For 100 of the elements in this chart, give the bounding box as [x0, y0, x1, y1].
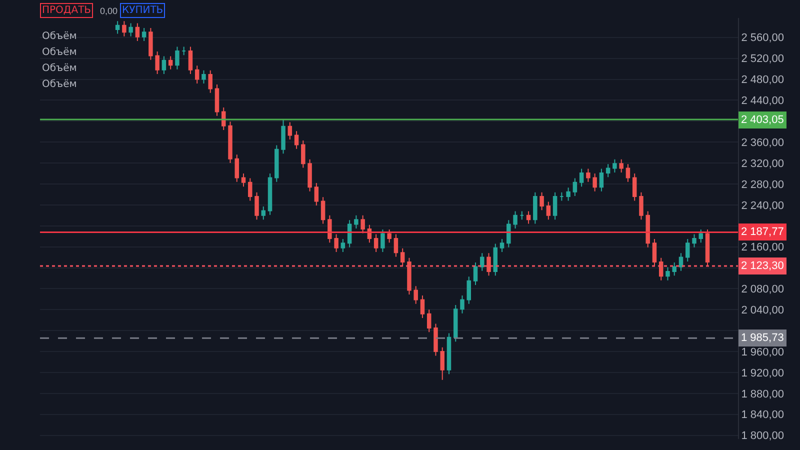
- candlestick: [486, 252, 491, 276]
- y-tick-label: 1 880,00: [741, 388, 784, 400]
- candlestick: [234, 154, 239, 182]
- candlestick: [128, 22, 133, 37]
- candlestick: [122, 20, 126, 37]
- candlestick: [500, 238, 504, 253]
- candlestick: [334, 234, 338, 253]
- candlestick: [221, 107, 226, 131]
- candlestick: [202, 70, 206, 84]
- candlestick: [560, 192, 564, 202]
- candlestick: [194, 65, 200, 84]
- candlestick: [466, 276, 471, 304]
- candlestick: [400, 248, 405, 267]
- candlestick: [453, 304, 458, 342]
- text: КУПИТЬ: [122, 5, 164, 16]
- candlestick: [705, 229, 710, 267]
- ref-line-label: 2 403,05: [741, 114, 784, 126]
- y-tick-label: 2 160,00: [741, 242, 784, 254]
- candlestick: [632, 173, 637, 202]
- candlestick: [387, 229, 392, 244]
- candlestick: [354, 214, 358, 229]
- candlestick: [612, 158, 617, 173]
- candlestick: [340, 238, 346, 253]
- candlestick: [460, 295, 464, 314]
- ref-line-label: 2 123,30: [741, 260, 784, 272]
- text: 0,00: [100, 6, 118, 16]
- candlestick: [301, 140, 306, 168]
- candlestick: [248, 178, 252, 202]
- candlestick: [380, 229, 385, 253]
- text: Объём: [42, 79, 77, 90]
- candlestick: [639, 192, 644, 220]
- candlestick: [182, 46, 186, 56]
- candlestick: [526, 210, 531, 224]
- y-tick-label: 2 280,00: [741, 178, 784, 191]
- text: Объём: [42, 31, 77, 42]
- candlestick: [646, 210, 650, 248]
- candlestick: [274, 144, 279, 182]
- candlestick: [168, 56, 173, 70]
- candlestick: [606, 164, 610, 178]
- candlestick: [672, 262, 676, 276]
- text: ПРОДАТЬ: [42, 5, 92, 16]
- candlestick: [434, 323, 438, 356]
- candlestick: [626, 164, 630, 182]
- candlestick: [288, 122, 292, 140]
- candlestick: [208, 70, 212, 94]
- candlestick: [652, 238, 657, 267]
- candlestick: [254, 192, 259, 220]
- candlestick: [135, 22, 140, 42]
- candlestick: [155, 51, 160, 75]
- candlestick: [440, 346, 444, 380]
- candlestick: [692, 234, 696, 248]
- y-tick-label: 1 960,00: [741, 346, 784, 358]
- candlestick: [473, 262, 478, 286]
- candlestick: [678, 252, 684, 272]
- y-tick-label: 2 320,00: [741, 158, 784, 170]
- candlestick: [320, 196, 326, 224]
- candlestick: [407, 257, 412, 295]
- candlestick: [294, 130, 299, 150]
- candlestick: [261, 206, 266, 220]
- candlestick: [480, 252, 484, 272]
- candlestick: [533, 192, 538, 224]
- candlestick: [328, 214, 332, 244]
- candlestick: [546, 201, 551, 220]
- candlestick: [592, 173, 597, 192]
- candlestick: [446, 332, 452, 375]
- candlestick: [414, 286, 418, 304]
- candlestick: [115, 20, 120, 34]
- candlestick: [599, 168, 604, 192]
- y-tick-label: 2 360,00: [741, 136, 784, 149]
- y-tick-label: 2 040,00: [741, 304, 784, 317]
- y-tick-label: 2 240,00: [741, 200, 784, 212]
- text: Объём: [42, 47, 77, 58]
- candlestick: [698, 229, 703, 244]
- candlestick: [552, 192, 558, 220]
- candlestick: [566, 187, 570, 202]
- candlestick: [666, 266, 670, 281]
- candlestick: [572, 178, 578, 197]
- y-tick-label: 1 840,00: [741, 409, 784, 422]
- candlestick: [579, 168, 584, 188]
- candlestick: [148, 27, 153, 60]
- candlestick: [360, 214, 365, 234]
- candlestick: [162, 56, 166, 75]
- candlestick: [314, 182, 319, 206]
- candlestick: [188, 46, 193, 75]
- candlestick: [513, 210, 518, 229]
- candlestick: [374, 234, 378, 253]
- candlestick: [268, 173, 272, 216]
- candlestick: [308, 158, 312, 192]
- ref-line-label: 2 187,77: [741, 226, 784, 238]
- candlestick: [426, 309, 432, 333]
- candlestick: [394, 234, 398, 258]
- y-tick-label: 2 520,00: [741, 53, 784, 66]
- candlestick: [228, 121, 232, 164]
- ref-line-label: 1 985,73: [741, 332, 784, 344]
- candlestick: [281, 119, 286, 154]
- candlestick: [619, 158, 624, 173]
- candlestick: [420, 295, 425, 319]
- candlestick: [520, 210, 524, 220]
- candlestick: [586, 168, 590, 182]
- candlestick: [214, 84, 220, 116]
